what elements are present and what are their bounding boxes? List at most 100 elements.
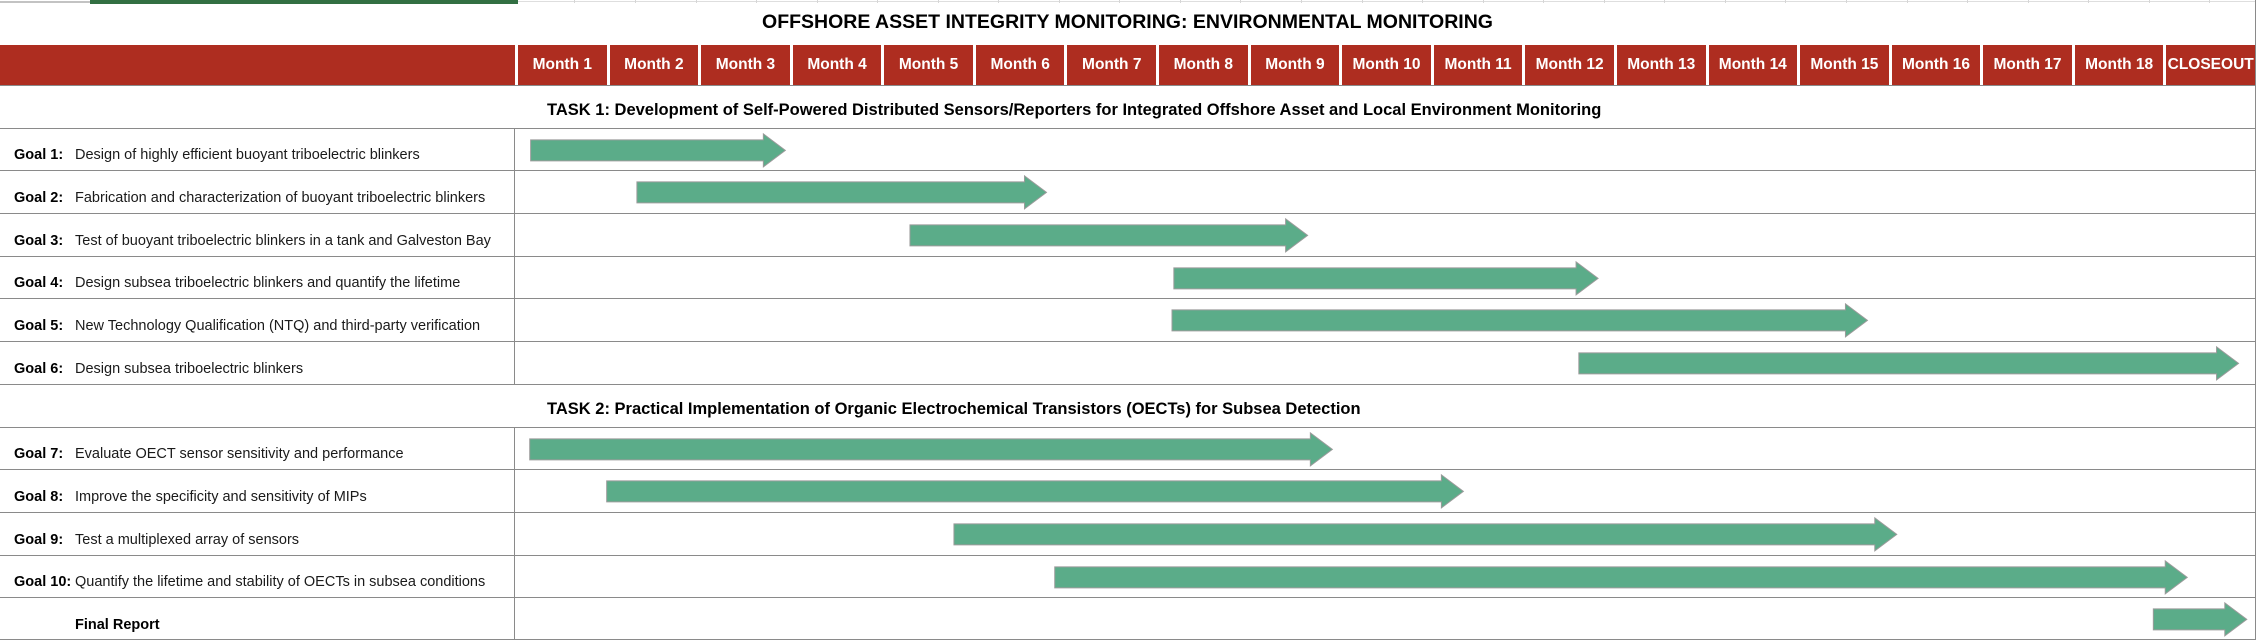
column-gridline-stub	[1967, 0, 1969, 3]
month-header-cell: CLOSEOUT	[2163, 45, 2255, 85]
goal-row: Goal 3: Test of buoyant triboelectric bli…	[0, 213, 2255, 256]
month-header-cell: Month 12	[1522, 45, 1614, 85]
column-gridline-stub	[1119, 0, 1121, 3]
month-header-cell: Month 17	[1980, 45, 2072, 85]
column-gridline-stub	[1422, 0, 1424, 3]
gantt-bar-area	[515, 342, 2255, 384]
column-gridline-stub	[1482, 0, 1484, 3]
task-section-title: TASK 1: Development of Self-Powered Dist…	[547, 100, 1602, 119]
top-gridline	[0, 1, 2255, 2]
column-gridline-stub	[998, 0, 1000, 3]
gantt-arrow	[636, 175, 1048, 211]
goal-description: Test of buoyant triboelectric blinkers i…	[75, 232, 491, 249]
gantt-bar-area	[515, 299, 2255, 341]
goal-description: Test a multiplexed array of sensors	[75, 531, 300, 548]
goal-number: Goal 6:	[14, 360, 64, 377]
goal-description: Fabrication and characterization of buoy…	[75, 190, 486, 207]
goal-row: Goal 8: Improve the specificity and sensi…	[0, 469, 2255, 512]
gantt-bar-area	[515, 214, 2255, 256]
goal-row: Goal 5: New Technology Qualification (NTQ…	[0, 298, 2255, 342]
gantt-arrow	[529, 431, 1334, 467]
gantt-arrow	[1171, 303, 1869, 339]
column-gridline-stub	[1240, 0, 1242, 3]
month-header-cell: Month 9	[1247, 45, 1340, 85]
goal-label-cell: Goal 9: Test a multiplexed array of senso…	[0, 512, 515, 555]
goal-description: Design subsea triboelectric blinkers and…	[75, 275, 461, 292]
month-header-cell: Month 1	[515, 45, 607, 85]
gantt-bar-area	[515, 556, 2255, 598]
goal-label-cell: Goal 3: Test of buoyant triboelectric bli…	[0, 214, 515, 256]
column-gridline-stub	[1361, 0, 1363, 3]
month-header-cell: Month 10	[1339, 45, 1431, 85]
gantt-body: TASK 1: Development of Self-Powered Dist…	[0, 85, 2255, 639]
gantt-bar-area	[515, 470, 2255, 512]
goal-row: Goal 10: Quantify the lifetime and stabil…	[0, 554, 2255, 598]
column-gridline-stub	[1785, 0, 1787, 3]
column-gridline-stub	[2148, 0, 2150, 3]
gantt-bar-area	[515, 129, 2255, 171]
goal-row: Goal 1: Design of highly efficient buoyan…	[0, 127, 2255, 171]
task-section-row: TASK 1: Development of Self-Powered Dist…	[0, 85, 2255, 128]
column-gridline-stub	[1179, 0, 1181, 3]
goal-label-cell: Final Report	[0, 598, 515, 639]
column-gridline-stub	[1603, 0, 1605, 3]
goal-row: Goal 9: Test a multiplexed array of senso…	[0, 511, 2255, 555]
month-header-cell: Month 4	[789, 45, 882, 85]
goal-number: Goal 9:	[14, 531, 64, 548]
gantt-bar-area	[515, 598, 2255, 639]
goal-row: Goal 7: Evaluate OECT sensor sensitivity …	[0, 426, 2255, 470]
column-gridline-stub	[695, 0, 697, 3]
month-header-row: Month 1 Month 2 Month 3 Month 4 Month 5 Month…	[0, 45, 2255, 85]
header-label-spacer	[0, 45, 515, 85]
month-header-cell: Month 13	[1613, 45, 1706, 85]
column-gridline-stub	[2027, 0, 2029, 3]
goal-number: Goal 4:	[14, 275, 64, 292]
goal-label-cell: Goal 8: Improve the specificity and sensi…	[0, 470, 515, 512]
month-header-cell: Month 6	[972, 45, 1065, 85]
month-header-cell: Month 2	[606, 45, 699, 85]
gantt-bar-area	[515, 428, 2255, 470]
green-accent-line	[90, 0, 518, 4]
column-gridline-stub	[634, 0, 636, 3]
goal-description: Design subsea triboelectric blinkers	[75, 360, 304, 377]
column-gridline-stub	[816, 0, 818, 3]
month-header-cell: Month 7	[1064, 45, 1156, 85]
month-header-cell: Month 18	[2071, 45, 2164, 85]
goal-description: Evaluate OECT sensor sensitivity and per…	[75, 446, 404, 463]
gantt-arrow	[530, 132, 787, 168]
goal-number: Goal 7:	[14, 446, 64, 463]
goal-description: Design of highly efficient buoyant tribo…	[75, 147, 420, 164]
goal-row: Goal 6: Design subsea triboelectric blink…	[0, 341, 2255, 384]
column-gridline-stub	[937, 0, 939, 3]
gantt-arrow	[606, 474, 1465, 510]
gantt-arrow	[2152, 602, 2248, 638]
goal-description: Improve the specificity and sensitivity …	[75, 488, 367, 505]
goal-number: Goal 1:	[14, 147, 64, 164]
gantt-bar-area	[515, 171, 2255, 213]
goal-row: Final Report	[0, 597, 2255, 639]
goal-label-cell: Goal 7: Evaluate OECT sensor sensitivity …	[0, 427, 515, 470]
goal-label-cell: Goal 5: New Technology Qualification (NTQ…	[0, 299, 515, 342]
title-row: OFFSHORE ASSET INTEGRITY MONITORING: ENV…	[0, 0, 2255, 45]
goal-description: Final Report	[75, 616, 160, 633]
gantt-arrow	[1054, 559, 2189, 595]
month-header-cell: Month 16	[1888, 45, 1981, 85]
column-gridline-stub	[2088, 0, 2090, 3]
goal-number: Goal 2:	[14, 190, 64, 207]
gantt-bar-area	[515, 513, 2255, 555]
month-header-cell: Month 11	[1430, 45, 1523, 85]
column-gridline-stub	[1543, 0, 1545, 3]
column-gridline-stub	[574, 0, 576, 3]
column-gridline-stub	[756, 0, 758, 3]
task-section-row: TASK 2: Practical Implementation of Orga…	[0, 383, 2255, 427]
task-section-title: TASK 2: Practical Implementation of Orga…	[547, 399, 1361, 418]
gantt-arrow	[1578, 345, 2240, 381]
month-header-cell: Month 15	[1797, 45, 1889, 85]
goal-label-cell: Goal 2: Fabrication and characterization …	[0, 171, 515, 214]
goal-label-cell: Goal 4: Design subsea triboelectric blink…	[0, 256, 515, 299]
goal-number: Goal 10:	[14, 574, 72, 591]
month-header-cell: Month 3	[698, 45, 790, 85]
month-header-cell: Month 14	[1705, 45, 1798, 85]
column-gridline-stub	[1906, 0, 1908, 3]
